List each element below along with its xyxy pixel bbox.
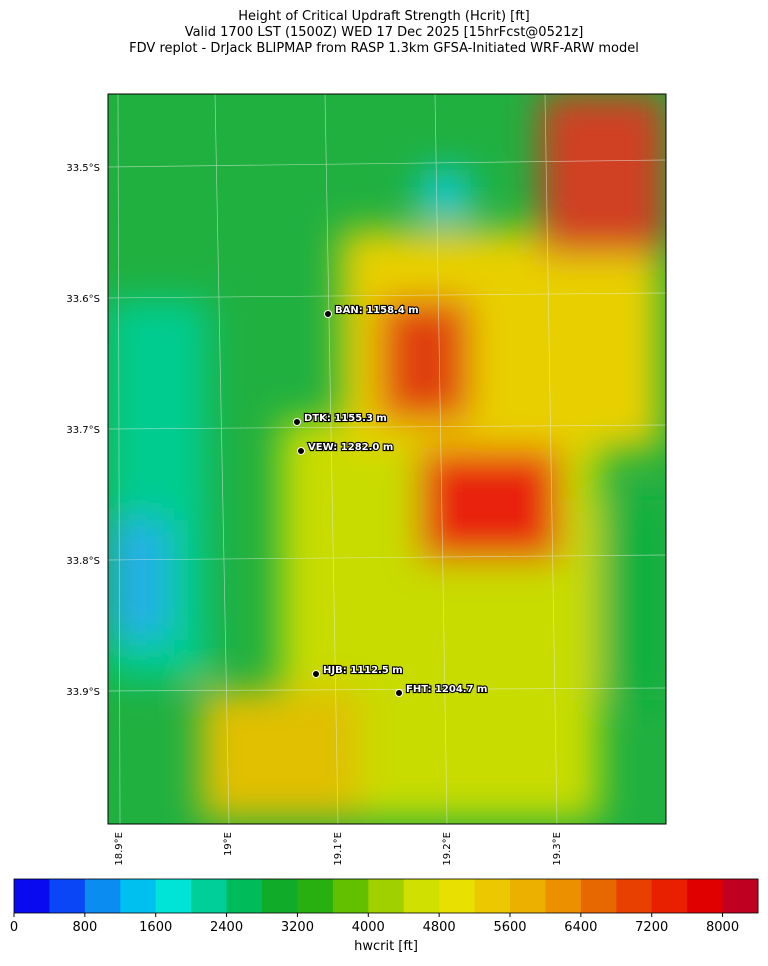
colorbar-swatch (687, 879, 724, 913)
lon-label: 19°E (223, 832, 234, 856)
subtitle: FDV replot - DrJack BLIPMAP from RASP 1.… (129, 41, 639, 56)
station-marker (395, 689, 403, 697)
colorbar-swatch (439, 879, 476, 913)
subtitle: Valid 1700 LST (1500Z) WED 17 Dec 2025 [… (185, 25, 584, 40)
colorbar-swatch (332, 879, 369, 913)
colorbar-swatch (120, 879, 157, 913)
colorbar-swatch (368, 879, 405, 913)
colorbar-swatch (545, 879, 582, 913)
colorbar-tick-label: 7200 (635, 920, 668, 935)
station-label: HJB: 1112.5 m (323, 665, 403, 676)
colorbar-tick-label: 800 (72, 920, 97, 935)
colorbar-frame (13, 878, 759, 914)
lon-label: 19.2°E (442, 832, 453, 866)
colorbar-tick-label: 2400 (210, 920, 243, 935)
colorbar-tick-label: 3200 (281, 920, 314, 935)
colorbar-tick-label: 6400 (564, 920, 597, 935)
colorbar-swatch (14, 879, 50, 913)
colorbar-tick-label: 4000 (352, 920, 385, 935)
lat-label: 33.8°S (66, 556, 100, 567)
colorbar-swatch (616, 879, 653, 913)
station-label: FHT: 1204.7 m (406, 684, 487, 695)
colorbar-swatch (226, 879, 263, 913)
station-label: BAN: 1158.4 m (335, 305, 419, 316)
colorbar-label: hwcrit [ft] (354, 939, 418, 954)
lat-label: 33.9°S (66, 687, 100, 698)
colorbar-swatch (84, 879, 121, 913)
colorbar-tick-label: 1600 (139, 920, 172, 935)
station-marker (312, 670, 320, 678)
colorbar-tick-label: 0 (10, 920, 18, 935)
colorbar-swatch (262, 879, 298, 913)
map-frame (107, 93, 667, 825)
lat-label: 33.6°S (66, 294, 100, 305)
colorbar-tick-label: 5600 (493, 920, 526, 935)
lat-label: 33.7°S (66, 425, 100, 436)
colorbar-swatch (580, 879, 617, 913)
lon-labels: 18.9°E 19°E 19.1°E 19.2°E 19.3°E (114, 832, 563, 866)
colorbar-swatch (49, 879, 86, 913)
lat-label: 33.5°S (66, 163, 100, 174)
colorbar-swatch (155, 879, 192, 913)
colorbar: 0 800 1600 2400 3200 4000 4800 5600 6400 7200 8000… (10, 878, 759, 954)
map-image (108, 94, 666, 824)
colorbar-swatch (297, 879, 334, 913)
colorbar-swatch (191, 879, 228, 913)
station-label: VEW: 1282.0 m (308, 442, 393, 453)
colorbar-swatch (403, 879, 440, 913)
colorbar-swatch (651, 879, 688, 913)
title: Height of Critical Updraft Strength (Hcr… (238, 9, 529, 24)
colorbar-swatch (722, 879, 759, 913)
lon-label: 18.9°E (114, 832, 125, 866)
station-marker (297, 447, 305, 455)
station-marker (293, 418, 301, 426)
colorbar-tick-label: 8000 (706, 920, 739, 935)
station-label: DTK: 1155.3 m (304, 413, 387, 424)
station-marker (324, 310, 332, 318)
colorbar-tick-label: 4800 (423, 920, 456, 935)
lon-label: 19.3°E (552, 832, 563, 866)
stations: BAN: 1158.4 m DTK: 1155.3 m VEW: 1282.0 m H… (293, 304, 489, 697)
colorbar-swatch (474, 879, 511, 913)
lon-label: 19.1°E (333, 832, 344, 866)
header: Height of Critical Updraft Strength (Hcr… (129, 9, 639, 56)
colorbar-swatch (510, 879, 546, 913)
lat-labels: 33.5°S 33.6°S 33.7°S 33.8°S 33.9°S (66, 163, 100, 698)
